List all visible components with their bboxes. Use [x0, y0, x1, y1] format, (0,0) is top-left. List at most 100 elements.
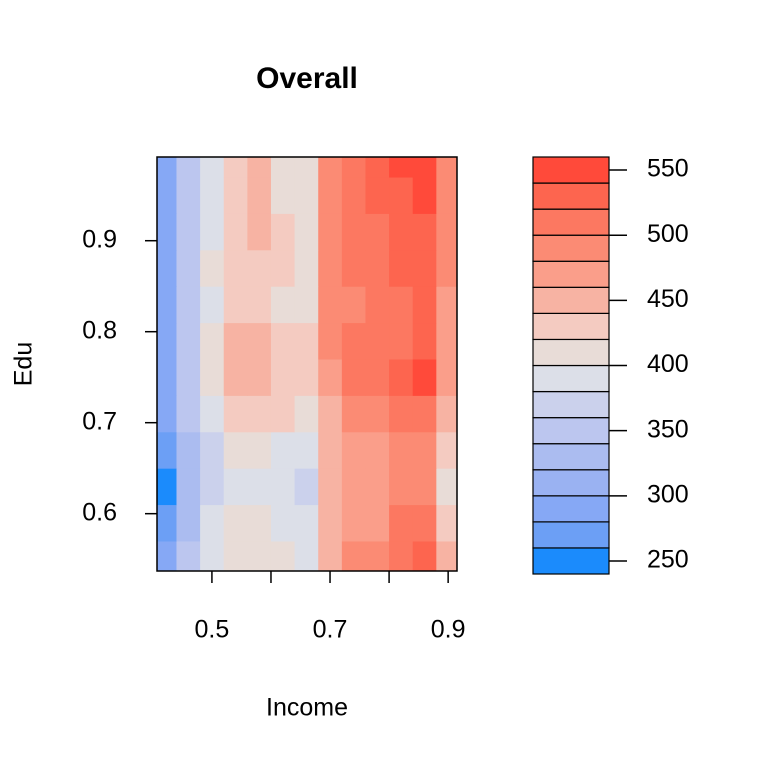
contour-cell	[247, 540, 272, 571]
contour-field	[157, 157, 457, 571]
contour-cell	[389, 395, 414, 433]
contour-cell	[436, 286, 457, 324]
contour-cell	[294, 177, 319, 214]
contour-cell	[318, 468, 343, 506]
contour-cell	[436, 177, 457, 214]
contour-cell	[157, 358, 177, 396]
contour-cell	[389, 157, 414, 178]
contour-cell	[200, 157, 225, 178]
contour-cell	[412, 286, 437, 324]
contour-cell	[436, 395, 457, 433]
y-tick-label: 0.7	[82, 407, 117, 435]
contour-cell	[365, 540, 390, 571]
contour-cell	[294, 213, 319, 251]
contour-cell	[157, 249, 177, 287]
colorbar-tick-label: 400	[647, 350, 689, 378]
contour-cell	[389, 286, 414, 324]
x-axis-label: Income	[266, 694, 348, 722]
contour-cell	[247, 468, 272, 506]
contour-cell	[318, 504, 343, 542]
contour-cell	[436, 468, 457, 506]
contour-cell	[157, 322, 177, 360]
contour-cell	[436, 358, 457, 396]
contour-cell	[157, 177, 177, 214]
contour-cell	[176, 157, 201, 178]
contour-cell	[436, 249, 457, 287]
contour-cell	[270, 286, 296, 324]
contour-cell	[223, 249, 248, 287]
y-tick-label: 0.8	[82, 316, 117, 344]
contour-cell	[318, 431, 343, 469]
colorbar-swatch	[532, 547, 610, 575]
colorbar-tick-label: 450	[647, 285, 689, 313]
contour-cell	[294, 286, 319, 324]
contour-cell	[341, 157, 366, 178]
contour-cell	[247, 286, 272, 324]
contour-cell	[176, 395, 201, 433]
contour-cell	[389, 431, 414, 469]
contour-cell	[389, 468, 414, 506]
contour-cell	[294, 157, 319, 178]
colorbar-swatch	[532, 156, 610, 184]
contour-cell	[365, 504, 390, 542]
contour-cell	[270, 395, 296, 433]
colorbar-tick-label: 500	[647, 220, 689, 248]
contour-cell	[389, 213, 414, 251]
contour-cell	[294, 358, 319, 396]
contour-cell	[176, 468, 201, 506]
contour-cell	[200, 504, 225, 542]
contour-cell	[365, 322, 390, 360]
contour-cell	[389, 504, 414, 542]
contour-cell	[270, 249, 296, 287]
contour-cell	[223, 177, 248, 214]
contour-cell	[412, 504, 437, 542]
colorbar-tick-label: 550	[647, 155, 689, 183]
contour-cell	[294, 322, 319, 360]
contour-cell	[318, 157, 343, 178]
contour-cell	[318, 177, 343, 214]
colorbar-tick-label: 250	[647, 546, 689, 574]
contour-cell	[223, 213, 248, 251]
colorbar-swatch	[532, 286, 610, 314]
contour-cell	[200, 431, 225, 469]
colorbar-swatch	[532, 521, 610, 549]
contour-cell	[341, 177, 366, 214]
contour-cell	[294, 395, 319, 433]
contour-cell	[341, 540, 366, 571]
contour-cell	[176, 322, 201, 360]
contour-cell	[200, 213, 225, 251]
y-axis-label: Edu	[10, 342, 38, 386]
contour-cell	[318, 322, 343, 360]
colorbar-swatch	[532, 443, 610, 471]
contour-cell	[389, 358, 414, 396]
contour-cell	[412, 213, 437, 251]
contour-cell	[270, 431, 296, 469]
contour-cell	[365, 249, 390, 287]
y-tick-label: 0.6	[82, 498, 117, 526]
contour-cell	[176, 249, 201, 287]
contour-cell	[247, 157, 272, 178]
colorbar-tick-label: 300	[647, 480, 689, 508]
contour-cell	[294, 431, 319, 469]
contour-cell	[223, 504, 248, 542]
contour-cell	[365, 395, 390, 433]
contour-cell	[200, 286, 225, 324]
contour-cell	[176, 504, 201, 542]
contour-cell	[157, 540, 177, 571]
contour-cell	[200, 322, 225, 360]
x-tick-label: 0.9	[431, 616, 466, 644]
contour-cell	[365, 213, 390, 251]
contour-cell	[294, 504, 319, 542]
contour-cell	[157, 431, 177, 469]
contour-cell	[412, 322, 437, 360]
contour-cell	[176, 177, 201, 214]
contour-cell	[247, 358, 272, 396]
contour-cell	[341, 286, 366, 324]
contour-cell	[223, 468, 248, 506]
contour-cell	[247, 177, 272, 214]
contour-cell	[247, 322, 272, 360]
contour-cell	[365, 157, 390, 178]
contour-cell	[318, 358, 343, 396]
colorbar-swatch	[532, 312, 610, 341]
contour-cell	[223, 540, 248, 571]
